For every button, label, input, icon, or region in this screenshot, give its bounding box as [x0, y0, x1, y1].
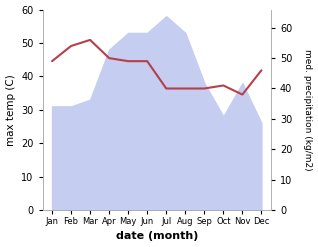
Y-axis label: med. precipitation (kg/m2): med. precipitation (kg/m2): [303, 49, 313, 171]
Y-axis label: max temp (C): max temp (C): [5, 74, 16, 146]
X-axis label: date (month): date (month): [115, 231, 198, 242]
